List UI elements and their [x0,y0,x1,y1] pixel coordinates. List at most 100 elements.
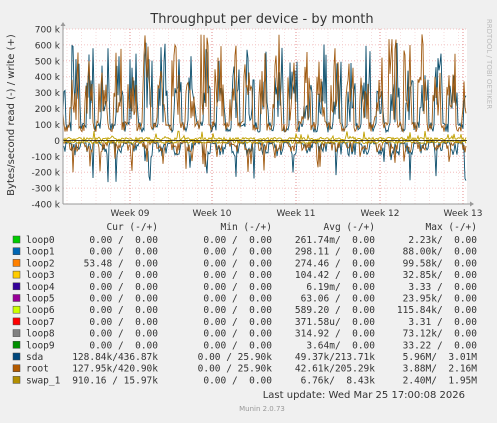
legend-max-value: 32.85k/ 0.00 [403,270,478,281]
legend-min-value: 0.00 / 0.00 [203,270,272,281]
series-root-write-line [62,34,467,134]
y-tick-label: 100 k [35,121,61,131]
legend-cur-value: 0.00 / 0.00 [89,305,158,316]
legend-max-value: 3.33 / 0.00 [408,282,477,293]
x-tick-label: Week 13 [444,209,483,219]
legend-cur-value: 0.00 / 0.00 [89,235,158,246]
axes: 700 k 600 k 500 k 400 k 300 k 200 k 100 k 0 -100… [32,22,483,219]
y-tick-label: -400 k [32,201,61,211]
legend-cur-value: 0.00 / 0.00 [89,317,158,328]
y-axis-label: Bytes/second read (-) / write (+) [6,34,17,196]
legend-swatch [12,364,21,372]
legend-header-min: Min (-/+) [221,222,272,233]
legend-avg-value: 42.61k/205.29k [295,364,375,375]
legend-avg-value: 589.20 / 0.00 [295,305,375,316]
legend-avg-value: 104.42 / 0.00 [295,270,375,281]
legend-header-avg: Avg (-/+) [324,222,375,233]
legend-avg-value: 6.19m/ 0.00 [306,282,375,293]
legend-avg-value: 49.37k/213.71k [295,352,375,363]
legend-series-name: root [26,364,49,375]
legend-avg-value: 3.64m/ 0.00 [306,340,375,351]
series-swap_1-read-line [63,139,467,145]
legend-series-name: swap_1 [26,375,61,386]
legend-max-value: 2.23k/ 0.00 [408,235,477,246]
legend-series-name: loop6 [26,305,55,316]
legend-avg-value: 314.92 / 0.00 [295,329,375,340]
x-tick-label: Week 10 [193,209,232,219]
legend-swatch [12,259,21,267]
munin-version: Munin 2.0.73 [239,405,285,413]
y-axis-arrow [60,22,66,26]
legend-max-value: 73.12k/ 0.00 [403,329,478,340]
legend-max-value: 88.00k/ 0.00 [403,247,478,258]
series-swap_1-write-line [62,130,467,142]
legend-cur-value: 127.95k/420.90k [72,364,158,375]
legend-min-value: 0.00 / 0.00 [203,329,272,340]
chart-title: Throughput per device - by month [149,12,373,27]
legend-swatch [12,329,21,337]
legend-cur-value: 0.00 / 0.00 [89,282,158,293]
legend-avg-value: 298.11 / 0.00 [295,247,375,258]
y-tick-label: -100 k [32,153,61,163]
legend-cur-value: 0.00 / 0.00 [89,270,158,281]
x-axis-arrow [470,201,474,207]
side-watermark: RRDTOOL / TOBI OETIKER [485,19,493,109]
y-tick-label: -300 k [32,185,61,195]
legend-series-name: sda [26,352,43,363]
legend-cur-value: 0.00 / 0.00 [89,294,158,305]
y-tick-label: 300 k [35,89,61,99]
legend-max-value: 115.84k/ 0.00 [397,305,477,316]
legend-swatch [12,341,21,349]
legend-swatch [12,235,21,244]
legend-avg-value: 6.76k/ 8.43k [301,375,376,386]
legend-avg-value: 63.06 / 0.00 [301,294,376,305]
legend-min-value: 0.00 / 0.00 [203,305,272,316]
legend-swatch [12,270,21,279]
legend-min-value: 0.00 / 25.90k [198,352,273,363]
y-tick-label: 400 k [35,73,61,83]
legend-header-cur: Cur (-/+) [107,222,158,233]
legend-series-name: loop3 [26,270,55,281]
legend-cur-value: 128.84k/436.87k [72,352,158,363]
last-update: Last update: Wed Mar 25 17:00:08 2026 [263,390,465,401]
legend-series-name: loop9 [26,340,55,351]
y-tick-label: 200 k [35,105,61,115]
legend-swatch [12,247,21,255]
legend-min-value: 0.00 / 0.00 [203,340,272,351]
legend-cur-value: 0.00 / 0.00 [89,247,158,258]
y-tick-label: 700 k [35,26,61,36]
legend-min-value: 0.00 / 0.00 [203,317,272,328]
legend-series-name: loop7 [26,317,55,328]
y-tick-label: 500 k [35,57,61,67]
legend-series-name: loop8 [26,329,55,340]
legend-swatch [12,294,21,302]
legend-swatch [12,352,21,361]
series-root-read-line [62,140,467,173]
legend-series-name: loop5 [26,294,55,305]
legend-max-value: 5.96M/ 3.01M [403,352,478,363]
legend-series-name: loop2 [26,258,55,269]
legend-min-value: 0.00 / 0.00 [203,282,272,293]
legend-header-max: Max (-/+) [426,222,477,233]
legend-swatch [12,376,21,384]
x-tick-label: Week 12 [361,209,400,219]
legend-max-value: 2.40M/ 1.95M [403,375,478,386]
series-group [62,34,467,183]
legend-min-value: 0.00 / 25.90k [198,364,273,375]
legend-min-value: 0.00 / 0.00 [203,247,272,258]
legend-min-value: 0.00 / 0.00 [203,294,272,305]
legend-cur-value: 0.00 / 0.00 [89,329,158,340]
legend-cur-value: 910.16 / 15.97k [72,375,158,386]
legend-min-value: 0.00 / 0.00 [203,235,272,246]
legend-cur-value: 53.48 / 0.00 [84,258,159,269]
legend-min-value: 0.00 / 0.00 [203,375,272,386]
y-tick-label: 0 [54,137,60,147]
legend-series-name: loop4 [26,282,55,293]
legend-max-value: 3.88M/ 2.16M [403,364,478,375]
legend-swatch [12,317,21,326]
legend-max-value: 33.22 / 0.00 [403,340,478,351]
legend-swatch [12,305,21,314]
legend-max-value: 23.95k/ 0.00 [403,294,478,305]
